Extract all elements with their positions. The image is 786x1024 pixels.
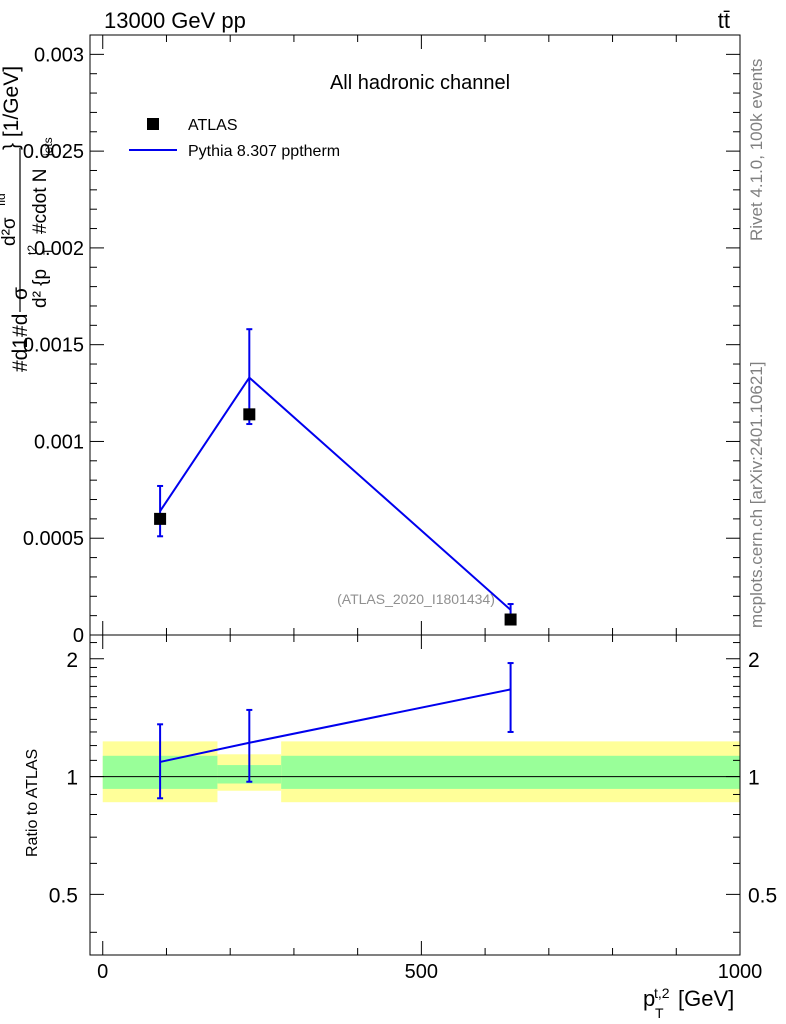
y-label-frac-den-rest-sub: jets — [41, 137, 55, 157]
y-tick-label: 0.001 — [34, 431, 84, 453]
ratio-y-ticks: 0.5 0.5 1 1 2 2 — [49, 642, 777, 933]
y-tick-label: 0.0005 — [23, 528, 84, 550]
main-y-ticks: 0 0.0005 0.001 0.0015 0.002 0.0025 0.003 — [23, 44, 740, 647]
ratio-y-tick-label: 0.5 — [49, 884, 78, 907]
x-label-sup: t,2 — [654, 985, 670, 1001]
ratio-y-tick-label-right: 2 — [748, 649, 760, 672]
x-tick-label: 500 — [405, 961, 438, 983]
ratio-panel: 0.5 0.5 1 1 2 2 0 500 1000 Ratio to ATLAS p T t… — [24, 634, 777, 1021]
process-label: tt̄ — [718, 8, 730, 33]
atlas-data-point — [504, 613, 517, 626]
x-label-unit: [GeV] — [678, 986, 734, 1011]
y-label-frac-den-sup: t2 — [25, 245, 39, 255]
main-x-ticks — [102, 35, 741, 635]
x-label-sub: T — [655, 1005, 664, 1021]
y-tick-label: 0 — [73, 625, 84, 647]
y-tick-label: 0.0015 — [23, 335, 84, 357]
ratio-y-tick-label: 1 — [66, 767, 78, 790]
ratio-y-tick-label-right: 1 — [748, 767, 760, 790]
y-label-prefix: #d1#d — [9, 314, 32, 372]
pythia-line — [159, 376, 512, 611]
legend-pythia-label: Pythia 8.307 pptherm — [188, 143, 340, 160]
y-tick-label: 0.0025 — [23, 141, 84, 163]
x-axis-label: p T t,2 [GeV] — [643, 985, 734, 1021]
energy-label: 13000 GeV pp — [104, 8, 246, 33]
atlas-data-point — [243, 408, 256, 421]
ratio-y-tick-label-right: 0.5 — [748, 884, 777, 907]
y-label-frac-num-sup: fid — [0, 193, 8, 206]
y-tick-label: 0.003 — [34, 44, 84, 66]
y-tick-label: 0.002 — [34, 238, 84, 260]
rivet-label: Rivet 4.1.0, 100k events — [747, 59, 766, 241]
ratio-series — [157, 662, 514, 800]
mcplots-label: mcplots.cern.ch [arXiv:2401.10621] — [747, 362, 766, 628]
band-green — [281, 755, 740, 789]
ratio-y-tick-label: 2 — [66, 649, 78, 672]
legend-atlas-label: ATLAS — [188, 117, 238, 134]
main-y-label: #d1#d σ } [1/GeV] d²σ fid d² {p T t2 #cd… — [0, 66, 55, 372]
ratio-uncertainty-bands — [102, 741, 740, 803]
legend-atlas-marker — [147, 118, 159, 130]
main-panel: 0 0.0005 0.001 0.0015 0.002 0.0025 0.003 All h… — [0, 34, 741, 647]
x-tick-label: 1000 — [718, 961, 763, 983]
ratio-x-ticks: 0 500 1000 — [97, 635, 762, 983]
atlas-data-point — [154, 512, 167, 525]
y-label-frac-den-sub: T — [41, 247, 55, 255]
ratio-frame — [89, 634, 741, 956]
legend: ATLAS Pythia 8.307 pptherm — [129, 117, 340, 160]
y-label-close: } [1/GeV] — [0, 66, 23, 150]
y-label-frac-num: d²σ — [0, 217, 20, 246]
chart-title: All hadronic channel — [330, 72, 510, 94]
y-label-frac-den-rest: #cdot N — [30, 169, 51, 234]
ratio-y-label: Ratio to ATLAS — [24, 749, 41, 857]
x-tick-label: 0 — [97, 961, 108, 983]
analysis-watermark: (ATLAS_2020_I1801434) — [337, 591, 495, 607]
y-label-frac-den: d² {p — [30, 269, 51, 308]
x-label-p: p — [643, 986, 655, 1011]
main-series — [154, 328, 517, 626]
